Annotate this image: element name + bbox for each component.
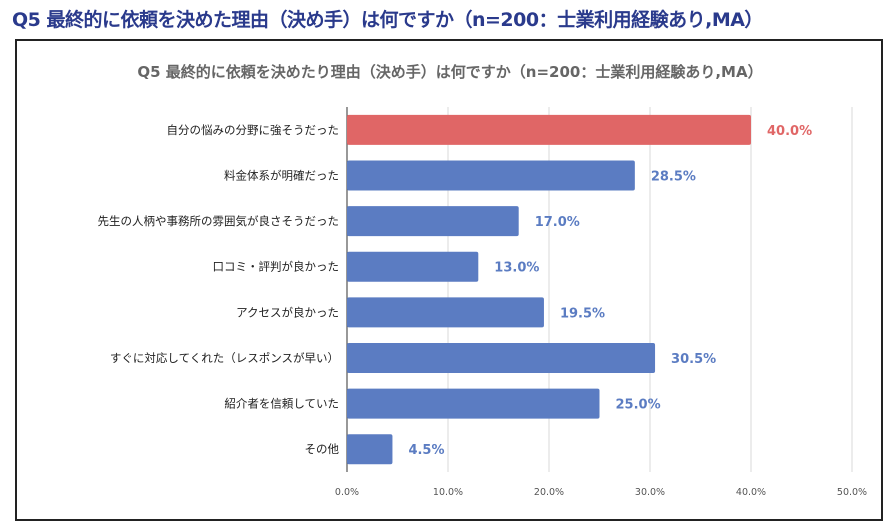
x-tick-label: 10.0%	[433, 487, 463, 498]
data-label: 13.0%	[494, 261, 539, 276]
category-label: 先生の人柄や事務所の雰囲気が良さそうだった	[98, 214, 340, 228]
bar	[347, 114, 751, 145]
data-label: 4.5%	[408, 443, 444, 458]
data-label: 17.0%	[535, 215, 580, 230]
x-tick-label: 0.0%	[335, 487, 359, 498]
data-label: 25.0%	[616, 398, 661, 413]
bar	[347, 434, 393, 465]
x-tick-label: 40.0%	[736, 487, 766, 498]
category-label: 口コミ・評判が良かった	[213, 260, 340, 274]
x-tick-label: 20.0%	[534, 487, 564, 498]
category-label: すぐに対応してくれた（レスポンスが早い）	[110, 351, 339, 365]
bar	[347, 342, 656, 373]
x-tick-label: 50.0%	[837, 487, 867, 498]
bar	[347, 297, 544, 328]
bar	[347, 388, 600, 419]
bar	[347, 251, 479, 282]
page-title: Q5 最終的に依頼を決めた理由（決め手）は何ですか（n=200：士業利用経験あり…	[12, 9, 763, 31]
data-label: 28.5%	[651, 169, 696, 184]
category-label: その他	[305, 442, 340, 456]
category-label: 料金体系が明確だった	[224, 168, 339, 182]
bar	[347, 206, 519, 237]
chart-frame	[15, 39, 883, 521]
data-label: 40.0%	[767, 124, 812, 139]
category-label: 自分の悩みの分野に強そうだった	[167, 123, 340, 137]
data-label: 19.5%	[560, 306, 605, 321]
category-label: 紹介者を信頼していた	[224, 397, 339, 411]
category-label: アクセスが良かった	[236, 305, 339, 319]
chart-title: Q5 最終的に依頼を決めたり理由（決め手）は何ですか（n=200：士業利用経験あ…	[137, 63, 762, 81]
bar	[347, 160, 635, 191]
x-tick-label: 30.0%	[635, 487, 665, 498]
data-label: 30.5%	[671, 352, 716, 367]
